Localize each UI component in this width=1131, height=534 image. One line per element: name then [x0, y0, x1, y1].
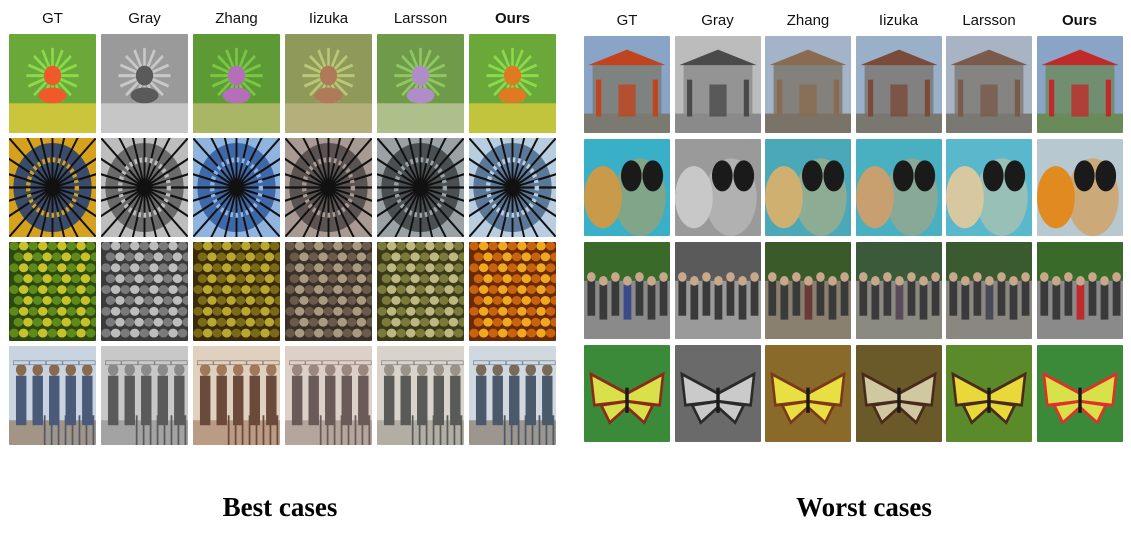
worst-image-diver-larsson	[946, 139, 1032, 236]
worst-image-diver-gt	[584, 139, 670, 236]
best-image-cowboys-gt	[9, 346, 96, 445]
worst-image-street-iizuka	[855, 242, 942, 339]
best-image-flower-iizuka	[285, 34, 372, 133]
worst-image-butterfly-gray	[674, 345, 761, 442]
worst-image-gate-zhang	[765, 36, 851, 133]
best-image-olives-gray	[101, 242, 188, 341]
worst-image-butterfly-iizuka	[855, 345, 942, 442]
worst-column-header-zhang: Zhang	[786, 12, 830, 29]
worst-image-gate-iizuka	[855, 36, 942, 133]
worst-image-butterfly-ours	[1036, 345, 1123, 442]
best-image-cowboys-zhang	[193, 346, 280, 445]
worst-image-gate-ours	[1036, 36, 1123, 133]
best-image-ceiling-iizuka	[285, 138, 372, 237]
worst-image-street-gray	[674, 242, 761, 339]
best-image-olives-zhang	[193, 242, 280, 341]
best-image-olives-larsson	[377, 242, 464, 341]
best-image-ceiling-gt	[9, 138, 96, 237]
worst-image-gate-gt	[584, 36, 670, 133]
best-image-olives-iizuka	[285, 242, 372, 341]
worst-cases-caption: Worst cases	[796, 492, 932, 522]
worst-image-street-zhang	[765, 242, 851, 339]
best-column-header-iizuka: Iizuka	[308, 10, 349, 27]
worst-image-diver-ours	[1036, 139, 1123, 236]
best-image-flower-zhang	[193, 34, 280, 133]
best-column-header-zhang: Zhang	[215, 10, 258, 27]
worst-column-header-ours: Ours	[1061, 12, 1097, 29]
best-image-cowboys-iizuka	[285, 346, 372, 445]
worst-image-diver-iizuka	[855, 139, 942, 236]
best-column-header-gray: Gray	[128, 10, 161, 27]
worst-image-butterfly-zhang	[765, 345, 851, 442]
worst-image-street-larsson	[946, 242, 1032, 339]
worst-image-street-ours	[1036, 242, 1123, 339]
best-image-olives-ours	[469, 242, 556, 341]
best-image-ceiling-zhang	[193, 138, 280, 237]
best-column-header-ours: Ours	[494, 10, 530, 27]
best-image-ceiling-larsson	[377, 138, 464, 237]
best-image-cowboys-gray	[101, 346, 188, 445]
worst-image-butterfly-larsson	[946, 345, 1032, 442]
best-image-cowboys-larsson	[377, 346, 464, 445]
best-column-header-gt: GT	[42, 10, 63, 27]
best-image-ceiling-gray	[101, 138, 188, 237]
worst-image-gate-gray	[674, 36, 761, 133]
best-image-flower-larsson	[377, 34, 464, 133]
worst-column-header-iizuka: Iizuka	[878, 12, 919, 29]
best-image-flower-gray	[101, 34, 188, 133]
worst-column-header-larsson: Larsson	[962, 12, 1016, 29]
worst-column-header-gray: Gray	[701, 12, 734, 29]
best-column-header-larsson: Larsson	[393, 10, 448, 27]
best-image-flower-gt	[9, 34, 96, 133]
best-cases-caption: Best cases	[222, 492, 338, 522]
worst-image-street-gt	[584, 242, 670, 339]
worst-image-gate-larsson	[946, 36, 1032, 133]
worst-image-diver-gray	[674, 139, 761, 236]
worst-column-header-gt: GT	[616, 12, 638, 29]
best-image-flower-ours	[469, 34, 556, 133]
best-image-olives-gt	[9, 242, 96, 341]
best-image-ceiling-ours	[469, 138, 556, 237]
best-image-cowboys-ours	[469, 346, 556, 445]
worst-image-diver-zhang	[765, 139, 851, 236]
worst-image-butterfly-gt	[584, 345, 670, 442]
